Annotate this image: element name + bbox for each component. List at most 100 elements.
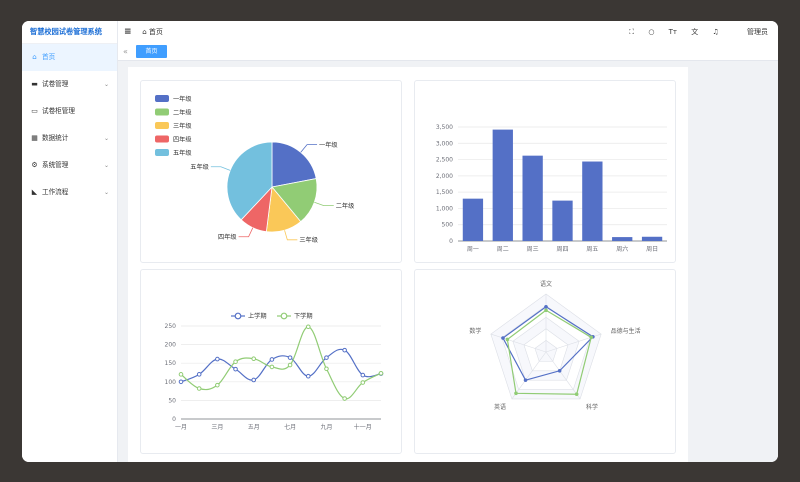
sidebar-item-label: 系统管理: [42, 161, 69, 169]
bell-icon[interactable]: ♫: [712, 28, 719, 36]
bar: [522, 155, 543, 241]
folder-icon: ▭: [31, 107, 38, 115]
x-tick-label: 周三: [527, 246, 539, 253]
radar-point: [501, 336, 505, 340]
bar: [492, 129, 513, 241]
y-tick-label: 0: [172, 416, 176, 423]
search-icon[interactable]: ○: [648, 28, 655, 36]
data-point: [215, 382, 220, 388]
legend-swatch: [155, 135, 169, 143]
radar-point: [589, 335, 594, 340]
sidebar-item-label: 试卷柜管理: [42, 107, 75, 115]
data-point: [233, 366, 238, 372]
radar-point: [505, 337, 510, 342]
sidebar-item-home[interactable]: ⌂ 首页: [22, 44, 117, 71]
x-tick-label: 一月: [175, 424, 187, 431]
sidebar-item-paper-management[interactable]: ▬ 试卷管理 ⌄: [22, 71, 117, 98]
data-point: [251, 377, 257, 383]
legend-label: 四年级: [173, 136, 192, 144]
x-tick-label: 周日: [646, 246, 658, 253]
x-tick-label: 周一: [467, 246, 479, 253]
y-tick-label: 3,500: [436, 124, 453, 131]
bar: [462, 198, 484, 241]
pie-chart-card: 一年级 二年级 三年级 四年级 五年级 一年级 二年级 三年级 四年级 五年级: [140, 80, 402, 263]
legend-swatch: [155, 108, 169, 116]
top-header: ≡ ⌂ 首页 ⛶ ○ Tт 文 ♫ 管理员: [118, 21, 778, 44]
line-chart-card: 上学期 下学期 0 50 100 150 200 250 一月 三月 五月 七月 九月 十一月: [140, 269, 402, 454]
app-window: 智慧校园试卷管理系统 ⌂ 首页 ▬ 试卷管理 ⌄ ▭ 试卷柜管理 ▦ 数据统计 …: [22, 21, 778, 462]
y-tick-label: 50: [168, 397, 176, 404]
sidebar-item-system-management[interactable]: ⚙ 系统管理 ⌄: [22, 152, 117, 179]
pie-leader-line: [314, 201, 334, 207]
radar-indicator-label: 语文: [540, 280, 552, 288]
data-point: [215, 356, 220, 362]
bar: [612, 237, 633, 241]
y-tick-label: 200: [165, 342, 177, 349]
home-icon: ⌂: [32, 53, 37, 61]
data-point: [233, 359, 238, 365]
sidebar-item-workflow[interactable]: ◣ 工作流程 ⌄: [22, 179, 117, 206]
dashboard-content: 一年级 二年级 三年级 四年级 五年级 一年级 二年级 三年级 四年级 五年级 0 500 1,000…: [128, 67, 688, 462]
series-line: [180, 348, 382, 383]
gear-icon: ⚙: [31, 161, 38, 169]
radar-point: [514, 391, 518, 396]
radar-axis: [545, 351, 581, 400]
header-tools: ⛶ ○ Tт 文 ♫ 管理员: [617, 21, 768, 43]
pie-leader-line: [300, 144, 318, 153]
pie-leader-line: [210, 166, 231, 171]
pie-slice: [271, 178, 318, 223]
legend-label: 五年级: [173, 149, 192, 157]
chevron-down-icon: ⌄: [103, 135, 109, 142]
sidebar-item-label: 首页: [42, 53, 56, 61]
breadcrumb-item[interactable]: 首页: [148, 28, 163, 36]
data-point: [269, 364, 275, 370]
translate-icon[interactable]: 文: [691, 28, 699, 36]
radar-series: [506, 309, 592, 395]
hamburger-icon[interactable]: ≡: [124, 27, 132, 37]
bar: [582, 161, 603, 241]
bar: [552, 200, 573, 241]
radar-point: [544, 308, 548, 313]
sidebar-item-cabinet-management[interactable]: ▭ 试卷柜管理: [22, 98, 117, 125]
x-tick-label: 七月: [284, 423, 296, 431]
radar-point: [544, 304, 548, 309]
home-icon: ⌂: [142, 28, 147, 36]
y-tick-label: 100: [165, 379, 177, 386]
sidebar-item-statistics[interactable]: ▦ 数据统计 ⌄: [22, 125, 117, 152]
user-menu[interactable]: 管理员: [747, 28, 768, 36]
data-point: [251, 356, 257, 362]
data-point: [360, 380, 366, 385]
legend-swatch: [155, 122, 169, 129]
x-tick-label: 周六: [616, 245, 628, 253]
paper-icon: ▬: [31, 80, 38, 88]
legend-marker: [280, 312, 288, 320]
pie-label: 二年级: [336, 202, 355, 210]
data-point: [305, 373, 311, 379]
radar-point: [557, 368, 562, 373]
data-point: [287, 362, 293, 368]
radar-axis: [490, 333, 547, 353]
legend-swatch: [155, 95, 169, 102]
radar-point: [523, 378, 528, 382]
data-point: [378, 370, 384, 376]
x-tick-label: 周二: [497, 246, 509, 253]
fullscreen-icon[interactable]: ⛶: [629, 28, 635, 36]
collapse-icon[interactable]: «: [123, 47, 128, 56]
font-size-icon[interactable]: Tт: [668, 28, 678, 36]
y-tick-label: 3,000: [436, 140, 453, 147]
radar-point: [574, 392, 579, 397]
legend-label: 下学期: [294, 312, 313, 320]
bar-chart-card: 0 500 1,000 1,500 2,000 2,500 3,000 3,500 周一 周二 周三…: [414, 80, 676, 263]
pie-label: 一年级: [319, 141, 338, 149]
data-point: [305, 324, 311, 330]
legend-label: 三年级: [173, 122, 192, 130]
x-tick-label: 周五: [586, 246, 598, 253]
app-title: 智慧校园试卷管理系统: [22, 21, 117, 44]
sidebar-item-label: 数据统计: [42, 134, 69, 142]
data-point: [342, 347, 347, 353]
radar-indicator-label: 品德与生活: [611, 327, 641, 335]
pie-label: 四年级: [218, 233, 237, 241]
bar-chart: 0 500 1,000 1,500 2,000 2,500 3,000 3,500 周一 周二 周三…: [436, 124, 667, 253]
tab-home[interactable]: 首页: [136, 45, 167, 58]
